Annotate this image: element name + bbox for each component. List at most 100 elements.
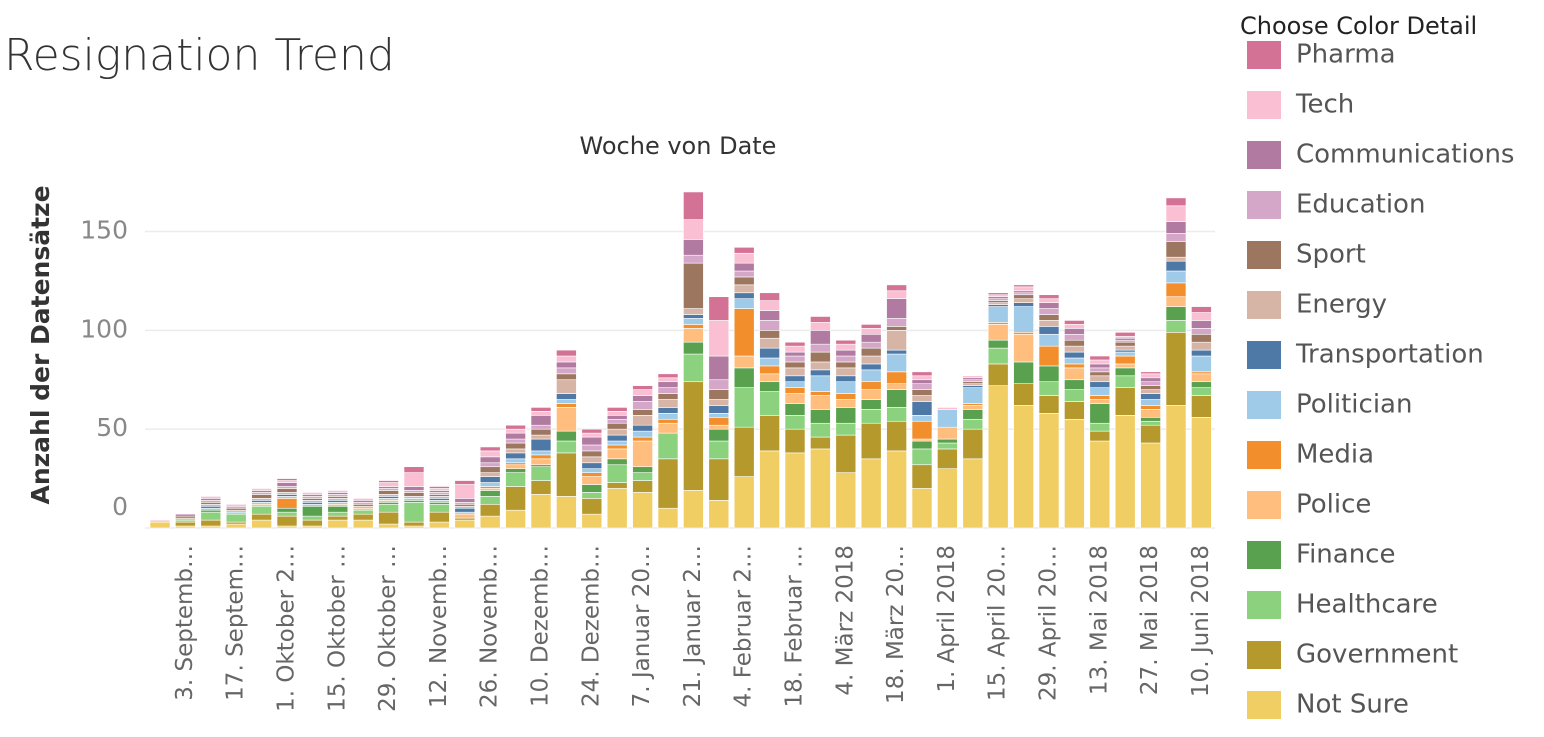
bar-segment <box>759 300 780 311</box>
bar-segment <box>1064 324 1085 329</box>
legend-label[interactable]: Police <box>1296 490 1371 520</box>
bar-segment <box>530 494 552 529</box>
bar-segment <box>759 450 780 529</box>
legend-label[interactable]: Government <box>1296 640 1458 670</box>
legend-label[interactable]: Finance <box>1296 540 1395 570</box>
bar-segment <box>1013 286 1034 292</box>
bar-segment <box>1140 409 1161 418</box>
bar-segment <box>860 399 882 410</box>
bar-segment <box>886 371 907 384</box>
bar-segment <box>784 415 806 430</box>
legend-swatch[interactable] <box>1247 41 1281 69</box>
bar-segment <box>657 418 679 424</box>
bar-segment <box>810 322 831 331</box>
bar-segment <box>657 507 679 529</box>
bar-segment <box>505 424 526 430</box>
bar-segment <box>403 521 425 527</box>
bar-segment <box>1064 345 1085 353</box>
bar-segment <box>708 428 730 442</box>
bar-segment <box>886 284 907 292</box>
bar-segment <box>403 486 425 491</box>
bar-segment <box>606 444 628 450</box>
x-tick-label: 29. Oktober … <box>375 545 401 712</box>
bar-segment <box>860 355 882 365</box>
bar-segment <box>1191 320 1212 329</box>
bar-segment <box>454 484 476 499</box>
bar-segment <box>759 381 780 392</box>
bar-segment <box>1165 405 1187 529</box>
bar-segment <box>581 484 603 493</box>
bar-segment <box>1038 314 1060 321</box>
bar-segment <box>657 399 679 408</box>
bar-segment <box>860 422 882 460</box>
bar-segment <box>327 505 349 513</box>
bar-segment <box>860 341 882 349</box>
legend-label[interactable]: Communications <box>1296 140 1514 170</box>
legend-swatch[interactable] <box>1247 241 1281 269</box>
bar-segment <box>1064 357 1085 365</box>
bar-segment <box>860 381 882 390</box>
bar-segment <box>1089 430 1111 442</box>
bar-segment <box>1089 371 1111 377</box>
bar-segment <box>403 502 425 523</box>
legend-swatch[interactable] <box>1247 441 1281 469</box>
bar-segment <box>276 482 298 487</box>
legend-swatch[interactable] <box>1247 491 1281 519</box>
bar-segment <box>1140 417 1161 422</box>
legend-label[interactable]: Media <box>1296 440 1374 470</box>
bar-segment <box>479 482 501 487</box>
bar-segment <box>1165 332 1187 406</box>
bar-segment <box>251 505 272 515</box>
bar-segment <box>1165 296 1187 307</box>
legend-label[interactable]: Tech <box>1295 90 1354 120</box>
bar-segment <box>479 450 501 458</box>
bar-segment <box>810 448 831 529</box>
bar-segment <box>175 521 196 527</box>
bar-segment <box>378 490 399 495</box>
bar-segment <box>1013 333 1034 363</box>
x-tick-label: 26. Novemb… <box>477 545 503 708</box>
legend-swatch[interactable] <box>1247 591 1281 619</box>
bar-segment <box>1064 418 1085 529</box>
bar-segment <box>1114 355 1136 365</box>
bar-segment <box>860 409 882 424</box>
bar-segment <box>784 355 806 363</box>
bar-segment <box>784 367 806 377</box>
legend-swatch[interactable] <box>1247 691 1281 719</box>
legend-label[interactable]: Pharma <box>1296 40 1396 70</box>
legend-label[interactable]: Education <box>1296 190 1425 220</box>
legend-label[interactable]: Healthcare <box>1296 590 1438 620</box>
bar-segment <box>505 452 526 460</box>
legend-label[interactable]: Sport <box>1296 240 1366 270</box>
legend-swatch[interactable] <box>1247 641 1281 669</box>
legend-swatch[interactable] <box>1247 391 1281 419</box>
bar-segment <box>530 434 552 440</box>
bar-segment <box>835 375 857 383</box>
legend-label[interactable]: Energy <box>1296 290 1387 320</box>
bar-segment <box>429 511 450 523</box>
bar-segment <box>860 333 882 343</box>
legend-swatch[interactable] <box>1247 191 1281 219</box>
legend-swatch[interactable] <box>1247 291 1281 319</box>
bar-segment <box>1038 365 1060 383</box>
bar-segment <box>1089 359 1111 365</box>
legend-swatch[interactable] <box>1247 341 1281 369</box>
bar-segment <box>683 381 704 491</box>
bar-segment <box>759 415 780 452</box>
bar-segment <box>657 413 679 420</box>
bar-segment <box>987 385 1009 529</box>
bar-segment <box>1114 351 1136 357</box>
bar-segment <box>1038 298 1060 303</box>
legend-label[interactable]: Transportation <box>1295 340 1484 370</box>
legend-label[interactable]: Not Sure <box>1296 690 1409 720</box>
legend-label[interactable]: Politician <box>1296 390 1412 420</box>
legend-swatch[interactable] <box>1247 541 1281 569</box>
legend-swatch[interactable] <box>1247 141 1281 169</box>
x-header: Woche von Date <box>580 132 777 160</box>
bar-segment <box>632 395 653 402</box>
bar-segment <box>479 490 501 497</box>
bar-segment <box>962 428 984 460</box>
bar-segment <box>784 351 806 357</box>
legend-swatch[interactable] <box>1247 91 1281 119</box>
